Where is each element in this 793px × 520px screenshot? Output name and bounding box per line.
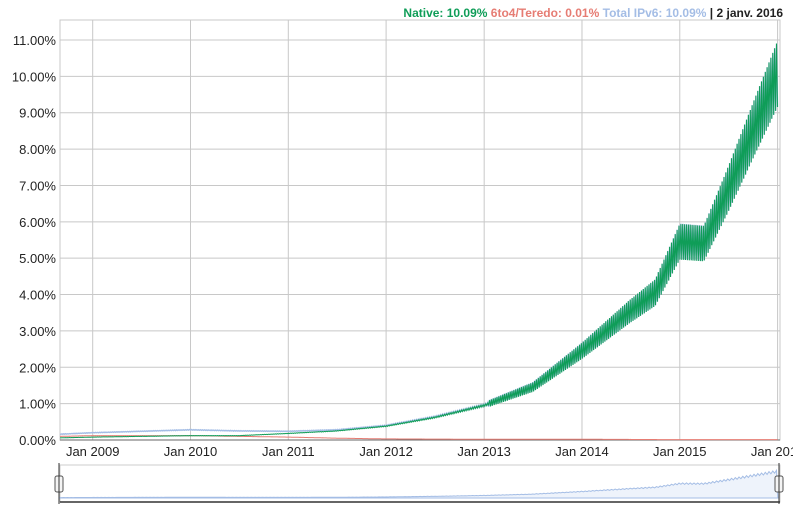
y-tick-label: 11.00% <box>13 33 57 48</box>
x-tick-label: Jan 2012 <box>359 444 413 459</box>
x-tick-label: Jan 2010 <box>164 444 218 459</box>
series-line-total-ipv6 <box>59 43 779 436</box>
legend: Native: 10.09% 6to4/Teredo: 0.01% Total … <box>403 6 783 20</box>
plot-frame <box>59 19 781 441</box>
y-tick-label: 6.00% <box>19 215 56 230</box>
y-tick-label: 5.00% <box>19 251 56 266</box>
y-tick-label: 10.00% <box>12 69 57 84</box>
x-tick-label: Jan 2015 <box>653 444 707 459</box>
x-axis: Jan 2009 Jan 2010 Jan 2011 Jan 2012 Jan 2013… <box>66 444 793 459</box>
y-tick-label: 3.00% <box>19 324 56 339</box>
y-axis: 0.00% 1.00% 2.00% 3.00% 4.00% 5.00% 6.00% 7.00%… <box>12 33 57 448</box>
y-tick-label: 2.00% <box>19 360 56 375</box>
series-group <box>59 43 779 441</box>
navigator-area <box>59 468 779 499</box>
y-tick-label: 4.00% <box>19 288 56 303</box>
x-tick-label: Jan 2016 <box>751 444 793 459</box>
legend-total: Total IPv6: 10.09% <box>602 6 707 20</box>
y-tick-label: 9.00% <box>19 106 56 121</box>
y-tick-label: 0.00% <box>19 433 56 448</box>
x-tick-label: Jan 2011 <box>262 444 315 459</box>
navigator-right-handle[interactable] <box>774 463 784 504</box>
y-tick-label: 7.00% <box>19 178 56 193</box>
range-navigator[interactable] <box>54 463 784 504</box>
x-tick-label: Jan 2014 <box>555 444 609 459</box>
legend-separator: | <box>709 6 714 20</box>
y-tick-label: 8.00% <box>19 142 56 157</box>
x-tick-label: Jan 2013 <box>457 444 511 459</box>
legend-native: Native: 10.09% <box>403 6 488 20</box>
legend-teredo: 6to4/Teredo: 0.01% <box>490 6 600 20</box>
y-tick-label: 1.00% <box>19 397 56 412</box>
grid <box>59 19 781 441</box>
legend-date: 2 janv. 2016 <box>716 6 784 20</box>
navigator-left-handle[interactable] <box>54 463 64 504</box>
x-tick-label: Jan 2009 <box>66 444 120 459</box>
series-line-native <box>59 43 778 439</box>
